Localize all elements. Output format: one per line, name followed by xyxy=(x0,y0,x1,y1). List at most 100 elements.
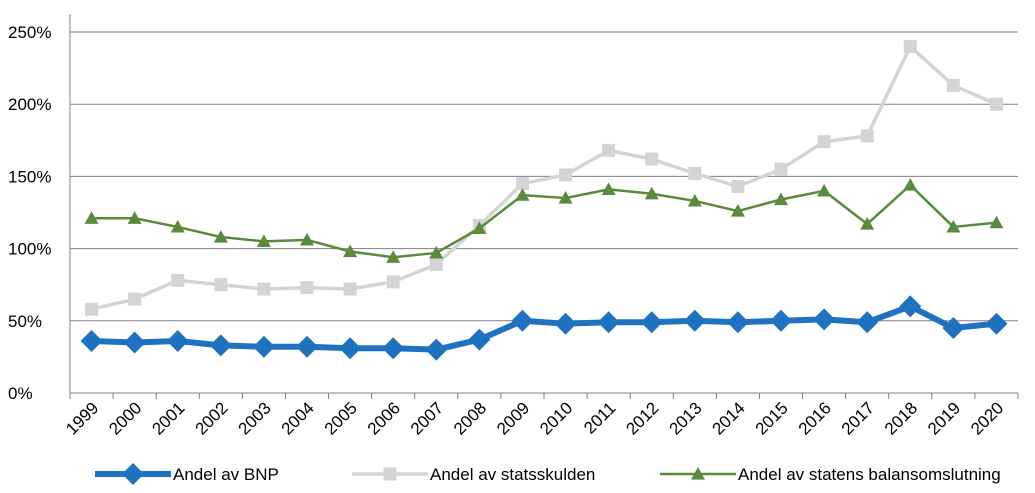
data-point-square xyxy=(257,282,271,296)
data-point-diamond xyxy=(382,337,405,360)
data-point-diamond xyxy=(80,330,103,353)
data-point-diamond xyxy=(942,317,965,340)
series-group xyxy=(80,39,1008,361)
series-line xyxy=(91,44,998,311)
x-tick-label: 2008 xyxy=(450,398,490,438)
data-point-triangle xyxy=(429,245,444,259)
data-point-diamond xyxy=(296,335,318,358)
data-point-triangle xyxy=(601,182,616,195)
data-point-square xyxy=(817,135,831,149)
series-0 xyxy=(80,295,1008,361)
data-point-triangle xyxy=(472,221,487,234)
data-point-diamond xyxy=(726,311,749,334)
legend-label: Andel av statsskulden xyxy=(430,465,595,484)
data-point-triangle xyxy=(127,211,142,224)
data-point-diamond xyxy=(770,309,792,332)
data-point-square xyxy=(989,97,1003,111)
data-point-square xyxy=(860,129,874,143)
x-tick-label: 2019 xyxy=(924,398,964,438)
x-tick-label: 2013 xyxy=(665,398,705,438)
data-point-triangle xyxy=(691,467,705,480)
grid-lines xyxy=(69,14,1018,393)
data-point-square xyxy=(429,257,443,271)
data-point-diamond xyxy=(511,309,534,332)
data-point-triangle xyxy=(860,217,875,230)
x-tick-label: 2009 xyxy=(493,398,533,438)
x-tick-label: 2018 xyxy=(881,398,921,438)
data-point-triangle xyxy=(256,234,271,247)
x-tick-label: 2000 xyxy=(105,398,145,438)
x-tick-label: 2007 xyxy=(407,398,447,438)
data-point-diamond xyxy=(683,309,706,332)
data-point-diamond xyxy=(597,311,620,334)
data-point-square xyxy=(383,467,397,481)
series-line xyxy=(91,183,997,259)
x-tick-label: 2011 xyxy=(580,398,619,437)
data-point-square xyxy=(214,278,228,292)
data-point-triangle xyxy=(386,250,401,263)
data-point-square xyxy=(128,292,142,306)
data-point-diamond xyxy=(468,328,491,351)
data-point-diamond xyxy=(209,334,232,357)
y-axis-ticks: 0% 50% 100% 150% 200% 250% xyxy=(8,23,51,403)
data-point-square xyxy=(559,168,573,182)
data-point-square xyxy=(85,302,99,316)
data-point-square xyxy=(300,281,314,295)
x-tick-label: 2004 xyxy=(278,398,318,438)
data-point-triangle xyxy=(817,183,832,197)
data-point-triangle xyxy=(170,219,185,233)
legend-item: Andel av statsskulden xyxy=(352,465,595,484)
data-point-triangle xyxy=(989,215,1004,229)
data-point-diamond xyxy=(856,311,879,334)
data-point-square xyxy=(903,39,917,53)
data-point-square xyxy=(946,78,960,92)
data-point-triangle xyxy=(84,211,99,224)
data-point-diamond xyxy=(339,337,362,360)
data-point-diamond xyxy=(985,312,1008,335)
x-tick-label: 2012 xyxy=(622,398,662,438)
legend: Andel av BNP Andel av statsskulden Andel a… xyxy=(95,463,1001,485)
data-point-diamond xyxy=(122,463,144,485)
y-tick-label: 0% xyxy=(8,384,33,403)
x-tick-label: 2015 xyxy=(752,398,792,438)
x-tick-label: 2016 xyxy=(795,398,835,438)
data-point-diamond xyxy=(252,335,275,358)
data-point-triangle xyxy=(946,219,961,233)
legend-label: Andel av statens balansomslutning xyxy=(738,465,1001,484)
series-1 xyxy=(85,39,1003,316)
x-tick-label: 2002 xyxy=(191,398,231,438)
data-point-triangle xyxy=(730,204,745,217)
x-tick-label: 2010 xyxy=(536,398,576,438)
y-tick-label: 200% xyxy=(8,95,51,114)
x-tick-label: 2017 xyxy=(838,398,878,438)
data-point-triangle xyxy=(213,230,228,243)
y-tick-label: 150% xyxy=(8,167,51,186)
data-point-square xyxy=(602,143,616,157)
x-tick-label: 1999 xyxy=(62,398,102,438)
x-tick-label: 2006 xyxy=(364,398,404,438)
data-point-diamond xyxy=(899,295,922,318)
data-point-triangle xyxy=(687,193,702,207)
data-point-square xyxy=(386,275,400,289)
x-tick-label: 2020 xyxy=(967,398,1007,438)
data-point-triangle xyxy=(644,186,659,200)
data-point-triangle xyxy=(774,192,788,206)
data-point-triangle xyxy=(515,188,530,201)
series-line xyxy=(91,303,997,353)
y-tick-label: 250% xyxy=(8,23,51,42)
data-point-diamond xyxy=(166,330,189,353)
x-tick-label: 2005 xyxy=(321,398,361,438)
data-point-triangle xyxy=(343,244,358,258)
data-point-square xyxy=(171,273,185,287)
data-point-diamond xyxy=(554,312,577,335)
y-tick-label: 100% xyxy=(8,240,51,259)
data-point-square xyxy=(515,177,529,191)
data-point-triangle xyxy=(300,232,314,246)
legend-item: Andel av statens balansomslutning xyxy=(660,465,1001,484)
data-point-square xyxy=(688,167,702,181)
data-point-diamond xyxy=(640,311,663,334)
x-axis-ticks: 1999 2000 2001 2002 2003 2004 2005 2006 2007 2008… xyxy=(62,393,1019,439)
data-point-square xyxy=(774,162,788,176)
data-point-diamond xyxy=(813,308,836,331)
